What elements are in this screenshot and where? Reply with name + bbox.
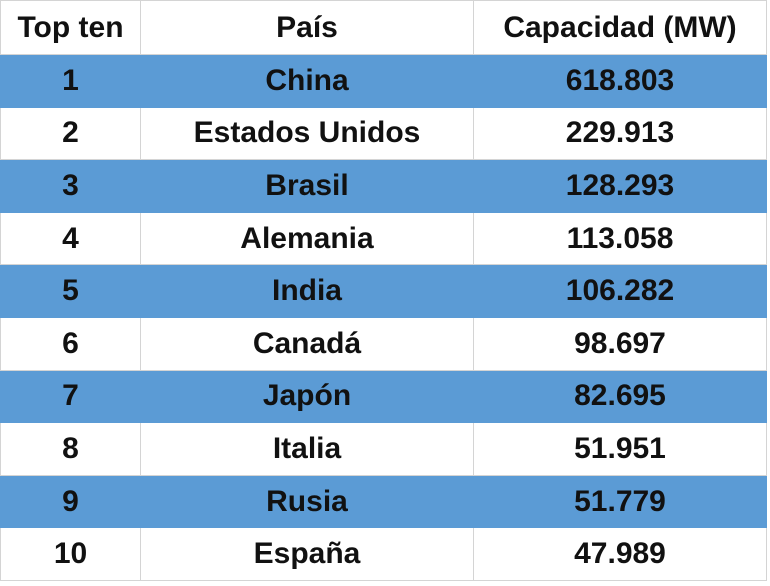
capacity-cell: 618.803 — [473, 54, 767, 108]
capacity-cell: 106.282 — [473, 264, 767, 318]
table-row: 4 Alemania 113.058 — [0, 211, 767, 266]
country-cell: Alemania — [140, 211, 474, 266]
rank-cell: 2 — [0, 106, 141, 161]
country-cell: Rusia — [140, 474, 474, 529]
rank-cell: 7 — [0, 369, 141, 424]
country-cell: Italia — [140, 422, 474, 476]
capacity-cell: 128.293 — [473, 159, 767, 213]
table-row: 5 India 106.282 — [0, 264, 767, 318]
header-row: Top ten País Capacidad (MW) — [0, 0, 767, 55]
country-cell: Canadá — [140, 316, 474, 371]
rank-cell: 9 — [0, 474, 141, 529]
country-cell: Brasil — [140, 159, 474, 213]
table-row: 1 China 618.803 — [0, 54, 767, 108]
country-cell: India — [140, 264, 474, 318]
rank-cell: 6 — [0, 316, 141, 371]
table-row: 10 España 47.989 — [0, 527, 767, 581]
table-row: 6 Canadá 98.697 — [0, 316, 767, 371]
table-row: 3 Brasil 128.293 — [0, 159, 767, 213]
table-row: 7 Japón 82.695 — [0, 369, 767, 424]
table-row: 9 Rusia 51.779 — [0, 474, 767, 529]
rank-cell: 10 — [0, 527, 141, 581]
capacity-cell: 229.913 — [473, 106, 767, 161]
country-cell: España — [140, 527, 474, 581]
header-cell: Capacidad (MW) — [473, 0, 767, 55]
capacity-cell: 82.695 — [473, 369, 767, 424]
capacity-cell: 98.697 — [473, 316, 767, 371]
country-cell: Japón — [140, 369, 474, 424]
rank-cell: 1 — [0, 54, 141, 108]
table-body: 1 China 618.803 2 Estados Unidos 229.913 3 Bras… — [0, 54, 767, 581]
country-cell: China — [140, 54, 474, 108]
table-row: 8 Italia 51.951 — [0, 422, 767, 476]
rank-cell: 3 — [0, 159, 141, 213]
table-row: 2 Estados Unidos 229.913 — [0, 106, 767, 161]
rank-cell: 8 — [0, 422, 141, 476]
capacity-cell: 47.989 — [473, 527, 767, 581]
rank-cell: 4 — [0, 211, 141, 266]
header-cell: Top ten — [0, 0, 141, 55]
rank-cell: 5 — [0, 264, 141, 318]
country-cell: Estados Unidos — [140, 106, 474, 161]
header-cell: País — [140, 0, 474, 55]
capacity-cell: 113.058 — [473, 211, 767, 266]
capacity-cell: 51.779 — [473, 474, 767, 529]
capacity-cell: 51.951 — [473, 422, 767, 476]
